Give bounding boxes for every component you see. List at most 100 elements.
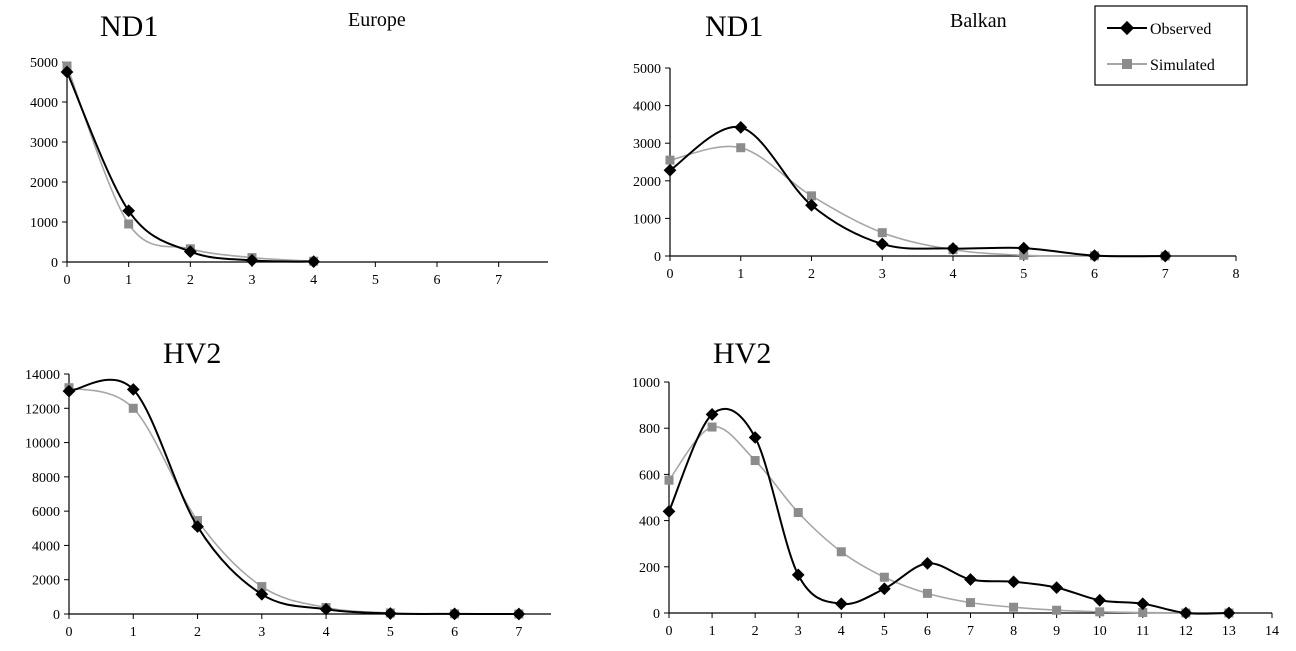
observed-point xyxy=(748,431,762,444)
simulated-point xyxy=(750,456,760,466)
y-tick-label: 2000 xyxy=(30,176,58,191)
x-tick-label: 4 xyxy=(950,267,957,282)
x-tick-label: 0 xyxy=(667,267,674,282)
legend-simulated-label: Simulated xyxy=(1150,57,1215,74)
x-tick-label: 13 xyxy=(1222,624,1236,639)
observed-point xyxy=(875,237,889,251)
x-tick-label: 7 xyxy=(967,624,974,639)
y-tick-label: 4000 xyxy=(30,96,58,111)
x-tick-label: 2 xyxy=(194,625,201,640)
x-tick-label: 1 xyxy=(125,273,132,288)
simulated-series-line xyxy=(669,145,1166,257)
observed-point xyxy=(1050,581,1064,594)
x-tick-label: 8 xyxy=(1010,624,1017,639)
region-label-europe: Europe xyxy=(348,9,406,31)
y-tick-label: 0 xyxy=(653,607,660,622)
x-tick-label: 4 xyxy=(838,624,845,639)
y-tick-label: 12000 xyxy=(25,402,60,417)
simulated-series-line xyxy=(68,386,519,615)
panel-title: ND1 xyxy=(705,10,763,43)
y-tick-label: 3000 xyxy=(30,136,58,151)
x-tick-label: 14 xyxy=(1265,624,1279,639)
simulated-point xyxy=(836,547,846,557)
x-tick-label: 2 xyxy=(752,624,759,639)
y-tick-label: 8000 xyxy=(32,471,60,486)
observed-point xyxy=(512,607,526,621)
x-tick-label: 3 xyxy=(795,624,802,639)
observed-point xyxy=(921,556,934,570)
x-tick-label: 3 xyxy=(258,625,265,640)
y-tick-label: 0 xyxy=(51,256,58,271)
y-tick-label: 0 xyxy=(654,250,661,265)
observed-point xyxy=(791,568,805,582)
x-tick-label: 0 xyxy=(666,624,673,639)
observed-point xyxy=(964,573,977,586)
region-label-balkan: Balkan xyxy=(950,10,1007,32)
y-tick-label: 1000 xyxy=(30,216,58,231)
legend-simulated-marker xyxy=(1122,59,1132,69)
simulated-point xyxy=(124,219,134,229)
x-tick-label: 7 xyxy=(515,625,522,640)
x-tick-label: 2 xyxy=(808,267,815,282)
observed-point xyxy=(245,254,259,267)
chart-panel-2: ND1 0 1000 2000 3000 4000 5000 0 1 2 3 4 5 6 7 8 xyxy=(633,10,1240,282)
observed-point xyxy=(319,602,333,616)
chart-panel-1: ND1 0 1000 2000 3000 4000 5000 0 1 2 3 4 5 6 7 xyxy=(30,10,548,288)
x-tick-label: 0 xyxy=(64,273,71,288)
simulated-point xyxy=(664,475,674,485)
x-tick-label: 1 xyxy=(130,625,137,640)
simulated-point xyxy=(707,422,717,432)
x-tick-label: 6 xyxy=(924,624,931,639)
y-tick-label: 1000 xyxy=(632,376,660,391)
x-tick-label: 12 xyxy=(1179,624,1193,639)
x-tick-label: 1 xyxy=(737,267,744,282)
legend-observed-label: Observed xyxy=(1150,21,1211,38)
x-tick-label: 5 xyxy=(1020,267,1027,282)
y-tick-label: 0 xyxy=(53,608,60,623)
simulated-series-line xyxy=(668,426,1229,614)
x-tick-label: 11 xyxy=(1136,624,1149,639)
observed-point xyxy=(183,245,197,258)
x-tick-label: 5 xyxy=(881,624,888,639)
simulated-point xyxy=(1052,605,1062,615)
observed-point xyxy=(877,582,891,596)
y-tick-label: 5000 xyxy=(633,62,661,77)
x-tick-label: 5 xyxy=(372,273,379,288)
y-tick-label: 200 xyxy=(639,561,660,576)
simulated-series-line xyxy=(66,65,314,262)
simulated-point xyxy=(1019,250,1029,260)
x-tick-label: 7 xyxy=(495,273,502,288)
legend-observed-marker xyxy=(1119,20,1135,36)
panel-title: ND1 xyxy=(100,10,158,43)
x-tick-label: 2 xyxy=(187,273,194,288)
panel-title: HV2 xyxy=(713,337,771,370)
x-tick-label: 10 xyxy=(1093,624,1107,639)
y-tick-label: 14000 xyxy=(25,368,60,383)
y-tick-label: 400 xyxy=(639,515,660,530)
legend-box xyxy=(1094,5,1248,86)
observed-point xyxy=(834,597,848,611)
y-tick-label: 2000 xyxy=(32,574,60,589)
x-tick-label: 9 xyxy=(1053,624,1060,639)
simulated-point xyxy=(807,191,816,201)
simulated-point xyxy=(793,508,803,518)
y-tick-label: 4000 xyxy=(633,100,661,115)
chart-panel-3: HV2 0 2000 4000 6000 8000 10000 12000 14000 0 1 2 3 4… xyxy=(25,337,551,640)
x-tick-label: 6 xyxy=(1091,267,1098,282)
y-tick-label: 600 xyxy=(639,468,660,483)
observed-series-line xyxy=(68,378,519,615)
simulated-point xyxy=(257,582,267,592)
observed-point xyxy=(1093,593,1107,607)
legend: Observed Simulated xyxy=(1094,5,1248,86)
x-tick-label: 6 xyxy=(451,625,458,640)
y-tick-label: 5000 xyxy=(30,56,58,71)
y-tick-label: 1000 xyxy=(633,212,661,227)
observed-point xyxy=(255,587,269,601)
simulated-point xyxy=(128,403,138,413)
x-tick-label: 4 xyxy=(323,625,330,640)
y-tick-label: 3000 xyxy=(633,137,661,152)
y-tick-label: 10000 xyxy=(25,437,60,452)
